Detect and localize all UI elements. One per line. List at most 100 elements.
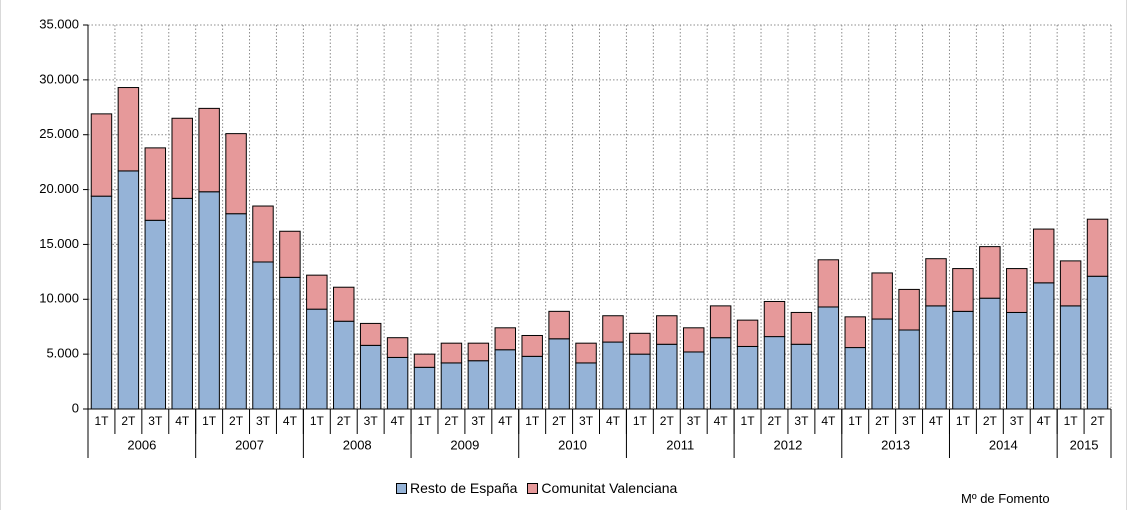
y-tick-label: 30.000 [39, 71, 79, 86]
bar-segment-cv [359, 322, 382, 346]
quarter-label: 4T [929, 414, 944, 428]
bar-segment-resto [494, 349, 517, 410]
legend-item-cv: Comunitat Valenciana [527, 480, 677, 496]
legend-label-resto: Resto de España [410, 480, 518, 496]
quarter-label: 4T [1037, 414, 1052, 428]
bar-segment-cv [90, 113, 113, 197]
bar-segment-resto [144, 219, 167, 410]
bar-segment-resto [1032, 282, 1055, 410]
bar-segment-resto [467, 360, 490, 410]
quarter-label: 4T [391, 414, 406, 428]
quarter-label: 3T [148, 414, 163, 428]
bar-segment-resto [898, 329, 920, 410]
bar-segment-resto [575, 362, 597, 410]
bar-segment-cv [898, 288, 920, 331]
quarter-label: 4T [283, 414, 298, 428]
bar-segment-resto [871, 318, 893, 410]
bar-segment-resto [682, 351, 705, 410]
bar-segment-cv [817, 259, 840, 308]
quarter-label: 1T [741, 414, 756, 428]
bar-segment-resto [817, 306, 840, 410]
bar-segment-resto [548, 338, 570, 410]
bar-segment-resto [117, 170, 140, 410]
quarter-label: 1T [633, 414, 648, 428]
quarter-label: 2T [337, 414, 352, 428]
bar-segment-resto [359, 344, 382, 410]
y-tick-label: 25.000 [39, 126, 79, 141]
year-label: 2013 [881, 437, 910, 452]
stacked-bar-chart: 0 5.000 10.000 15.000 20.000 25.000 30.000 35.0… [39, 16, 1112, 458]
bar-segment-resto [198, 191, 220, 410]
bar-segment-cv [763, 300, 786, 338]
bar-segment-cv [602, 315, 624, 343]
year-label: 2010 [558, 437, 587, 452]
bar-segment-resto [656, 343, 678, 410]
quarter-label: 3T [687, 414, 702, 428]
year-label: 2006 [127, 437, 156, 452]
quarter-label: 1T [202, 414, 217, 428]
quarter-label: 3T [1010, 414, 1025, 428]
quarter-label: 1T [94, 414, 109, 428]
quarter-label: 4T [714, 414, 729, 428]
bar-segment-resto [521, 355, 543, 410]
bar-segment-cv [1006, 268, 1028, 313]
quarter-label: 2T [1091, 414, 1106, 428]
quarter-label: 4T [606, 414, 621, 428]
quarter-label: 3T [364, 414, 379, 428]
bar-segment-resto [602, 341, 624, 410]
bar-segment-resto [386, 356, 409, 410]
year-label: 2009 [450, 437, 479, 452]
bar-segment-cv [171, 117, 193, 199]
bar-segment-cv [413, 353, 436, 368]
bar-segment-cv [440, 342, 463, 364]
bar-segment-cv [682, 327, 705, 353]
quarter-label: 1T [418, 414, 433, 428]
bar-segment-cv [1086, 218, 1109, 277]
bar-segment-cv [790, 311, 813, 345]
bar-segment-cv [225, 133, 247, 215]
quarter-label: 4T [821, 414, 836, 428]
source-note: Mº de Fomento [961, 491, 1050, 506]
bar-segment-resto [629, 353, 651, 410]
y-tick-label: 15.000 [39, 236, 79, 251]
quarter-label: 4T [175, 414, 190, 428]
bar-segment-cv [709, 305, 732, 339]
bar-segment-cv [306, 274, 328, 310]
bar-segment-cv [467, 342, 490, 362]
quarter-label: 2T [121, 414, 136, 428]
quarter-label: 2T [229, 414, 244, 428]
bar-segment-resto [1086, 275, 1109, 410]
quarter-label: 1T [525, 414, 540, 428]
bar-segment-cv [575, 342, 597, 364]
legend-label-cv: Comunitat Valenciana [541, 480, 678, 496]
year-label: 2012 [773, 437, 802, 452]
bar-segment-cv [736, 319, 759, 347]
quarter-label: 1T [310, 414, 325, 428]
quarter-label: 2T [660, 414, 675, 428]
quarter-label: 2T [983, 414, 998, 428]
year-label: 2011 [666, 437, 694, 452]
bar-segment-resto [1059, 305, 1082, 410]
bar-segment-cv [844, 316, 866, 349]
bar-segment-cv [198, 107, 220, 193]
legend-swatch-cv [527, 482, 539, 494]
bar-segment-cv [279, 230, 301, 278]
quarter-label: 3T [902, 414, 917, 428]
bar-segment-cv [925, 258, 947, 307]
bar-segment-resto [252, 261, 274, 410]
quarter-label: 2T [767, 414, 782, 428]
year-label: 2015 [1070, 437, 1099, 452]
bar-segment-cv [871, 272, 893, 320]
bar-segment-resto [844, 347, 866, 410]
bar-segment-resto [763, 336, 786, 410]
bar-segment-resto [952, 310, 974, 410]
bar-segment-cv [1059, 260, 1082, 307]
bar-segment-resto [413, 366, 436, 410]
bar-segment-cv [656, 315, 678, 345]
bar-segment-cv [952, 268, 974, 312]
bar-segment-resto [440, 362, 463, 410]
y-tick-label: 5.000 [46, 346, 79, 361]
bar-segment-resto [1006, 311, 1028, 410]
bar-segment-resto [306, 308, 328, 410]
